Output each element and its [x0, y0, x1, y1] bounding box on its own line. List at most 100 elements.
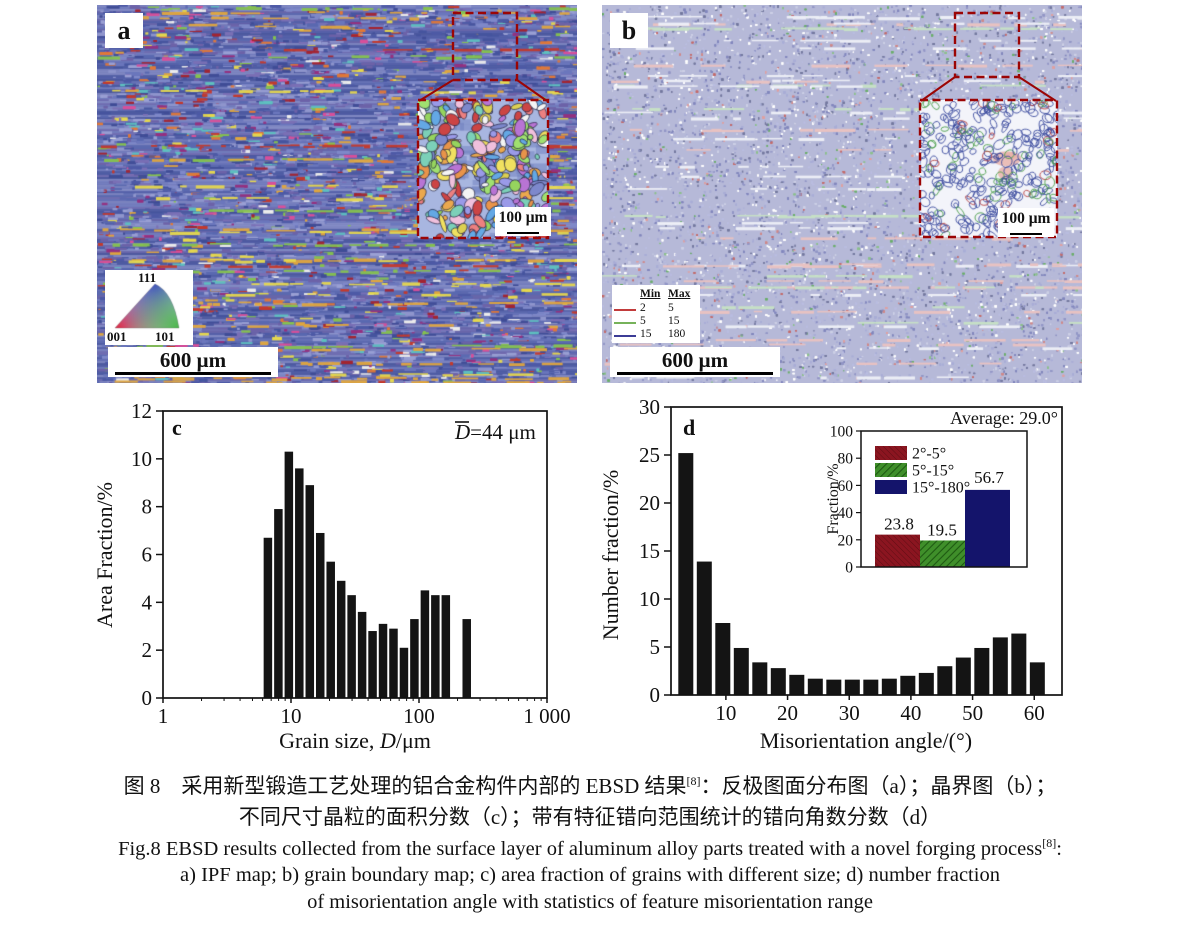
inset-y-tick-label: 80 — [838, 451, 854, 468]
y-tick-label: 15 — [639, 539, 660, 563]
inset-scale-bar-line — [507, 232, 539, 234]
bar — [347, 595, 356, 698]
bar — [315, 532, 325, 698]
y-tick-label: 10 — [639, 587, 660, 611]
caption-zh-line1: 图 8 采用新型锻造工艺处理的铝合金构件内部的 EBSD 结果[8]：反极图面分… — [123, 774, 1057, 798]
legend-max-header: Max — [668, 288, 691, 300]
zoom-connector-left — [920, 76, 956, 102]
average-misorientation-annotation: Average: 29.0° — [950, 408, 1058, 428]
bar — [955, 657, 971, 695]
reference-8: [8] — [1042, 836, 1057, 850]
zoom-connector-left — [418, 79, 454, 102]
bar — [807, 678, 823, 695]
x-tick-label: 30 — [839, 701, 860, 725]
ipf-triangle-image — [105, 270, 193, 345]
caption-en-line1: Fig.8 EBSD results collected from the su… — [118, 836, 1062, 860]
bar — [715, 623, 731, 695]
panel-a-scale-bar: 600 μm — [108, 347, 278, 377]
zoom-inset-box — [416, 98, 550, 240]
panel-b-inset-scale-bar: 100 μm — [998, 208, 1054, 237]
inset-scale-bar-label: 100 μm — [498, 209, 548, 226]
bar — [844, 679, 860, 695]
chart-c-ylabel: Area Fraction/% — [92, 482, 117, 628]
inset-y-tick-label: 40 — [838, 505, 854, 522]
x-tick-label: 40 — [900, 701, 921, 725]
zoom-source-box — [953, 11, 1021, 79]
panel-b-label: b — [610, 13, 648, 48]
bar — [900, 675, 916, 695]
chart-d-xlabel: Misorientation angle/(°) — [760, 728, 972, 753]
mean-grain-size-annotation: D=44 μm — [454, 420, 536, 444]
legend-row-lagb: 2 5 — [614, 301, 700, 314]
panel-d-label: d — [683, 415, 695, 440]
bar — [305, 485, 315, 698]
legend-min-header: Min — [640, 288, 661, 300]
red-boundary-line-swatch — [614, 308, 636, 311]
bar — [678, 453, 694, 695]
panel-a-inset-scale-bar: 100 μm — [495, 207, 551, 236]
inset-bar — [965, 489, 1010, 567]
inset-bar — [920, 540, 965, 567]
legend-min-value: 2 — [640, 301, 646, 314]
chart-c — [156, 410, 548, 703]
ipf-vertex-101: 101 — [155, 329, 175, 344]
bar — [918, 672, 934, 695]
panel-b-grain-boundary-map: b Min Max 2 5 5 15 15 180 — [602, 5, 1082, 383]
x-tick-label: 10 — [715, 701, 736, 725]
y-tick-label: 8 — [142, 495, 153, 519]
x-tick-label: 10 — [281, 704, 302, 728]
scale-bar-line — [115, 372, 271, 375]
ipf-color-key: 111 001 101 — [105, 270, 193, 345]
inset-scale-bar-line — [1010, 233, 1042, 235]
y-tick-label: 12 — [131, 399, 152, 423]
caption-zh-line2: 不同尺寸晶粒的面积分数（c）；带有特征错向范围统计的错向角数分数（d） — [238, 805, 942, 829]
legend-min-value: 5 — [640, 314, 646, 327]
reference-8: [8] — [686, 774, 701, 788]
panel-b-scale-bar: 600 μm — [610, 347, 780, 377]
bar — [733, 647, 749, 695]
x-tick-label: 20 — [777, 701, 798, 725]
bar — [974, 647, 990, 695]
inset-y-tick-label: 20 — [838, 532, 854, 549]
bar — [826, 679, 842, 695]
caption-en-line3: of misorientation angle with statistics … — [307, 891, 873, 913]
inset-scale-bar-label: 100 μm — [1001, 210, 1051, 227]
legend-max-value: 5 — [668, 301, 674, 314]
bar — [378, 623, 388, 698]
x-tick-label: 50 — [962, 701, 983, 725]
inset-legend-label: 2°-5° — [912, 446, 946, 463]
legend-row-magb: 5 15 — [614, 314, 700, 327]
caption-en-line2: a) IPF map; b) grain boundary map; c) ar… — [180, 864, 1000, 886]
y-tick-label: 0 — [650, 683, 661, 707]
blue-boundary-line-swatch — [614, 334, 636, 337]
y-tick-label: 25 — [639, 443, 660, 467]
x-tick-label: 100 — [403, 704, 435, 728]
legend-min-value: 15 — [640, 327, 652, 340]
bar — [992, 637, 1008, 695]
panel-b-zoom-annotation — [918, 11, 1059, 239]
bar — [295, 468, 304, 698]
inset-y-tick-label: 60 — [838, 478, 854, 495]
y-tick-label: 5 — [650, 635, 661, 659]
zoom-connector-right — [1018, 76, 1057, 102]
legend-max-value: 180 — [668, 327, 686, 340]
scale-bar-label: 600 μm — [159, 348, 227, 372]
bar — [696, 561, 712, 695]
zoom-connector-right — [516, 79, 548, 102]
y-tick-label: 2 — [142, 638, 153, 662]
bar — [336, 580, 346, 698]
bar — [881, 678, 897, 695]
bar — [274, 509, 283, 698]
legend-row-hagb: 15 180 — [614, 327, 700, 340]
chart-d-ylabel: Number fraction/% — [598, 470, 623, 640]
bar — [1029, 662, 1045, 695]
ipf-vertex-111: 111 — [138, 270, 157, 285]
ipf-vertex-001: 001 — [107, 329, 127, 344]
chart-c-xlabel: Grain size, D/μm — [279, 728, 431, 753]
inset-legend-swatch — [875, 463, 907, 477]
scale-bar-line — [617, 372, 773, 375]
bar — [410, 619, 419, 698]
inset-bar — [875, 534, 920, 567]
